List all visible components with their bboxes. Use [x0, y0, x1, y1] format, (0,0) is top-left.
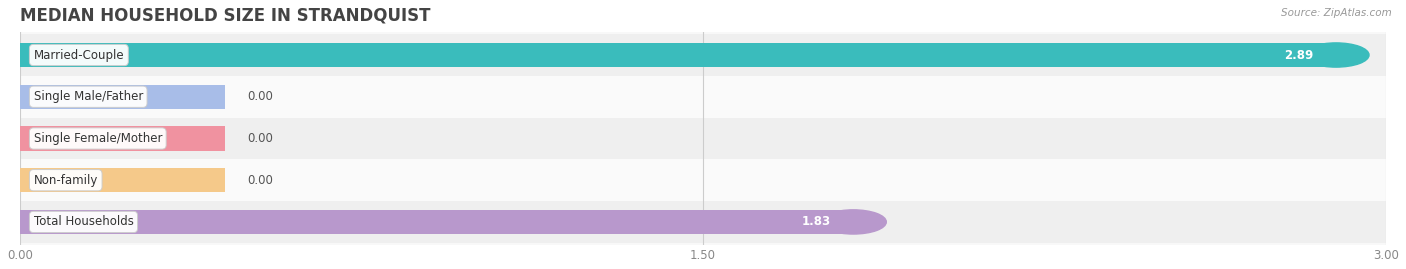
Text: 0.00: 0.00 [247, 132, 273, 145]
Bar [20, 118, 1406, 159]
Bar [20, 159, 1406, 201]
Text: 0.00: 0.00 [247, 174, 273, 187]
Text: Single Male/Father: Single Male/Father [34, 90, 143, 103]
Bar [20, 168, 225, 192]
Text: MEDIAN HOUSEHOLD SIZE IN STRANDQUIST: MEDIAN HOUSEHOLD SIZE IN STRANDQUIST [20, 7, 430, 25]
Bar [20, 201, 1406, 243]
Bar [20, 43, 1336, 67]
Text: Total Households: Total Households [34, 215, 134, 228]
Bar [20, 85, 225, 109]
Bar [20, 126, 225, 151]
Text: Married-Couple: Married-Couple [34, 48, 124, 62]
Bar [20, 210, 853, 234]
Ellipse shape [1303, 43, 1369, 67]
Text: 0.00: 0.00 [247, 90, 273, 103]
Text: Non-family: Non-family [34, 174, 98, 187]
Text: Source: ZipAtlas.com: Source: ZipAtlas.com [1281, 8, 1392, 18]
Text: 2.89: 2.89 [1284, 48, 1313, 62]
Bar [20, 76, 1406, 118]
Text: 1.83: 1.83 [801, 215, 831, 228]
Text: Single Female/Mother: Single Female/Mother [34, 132, 162, 145]
Ellipse shape [820, 210, 886, 234]
Bar [20, 34, 1406, 76]
